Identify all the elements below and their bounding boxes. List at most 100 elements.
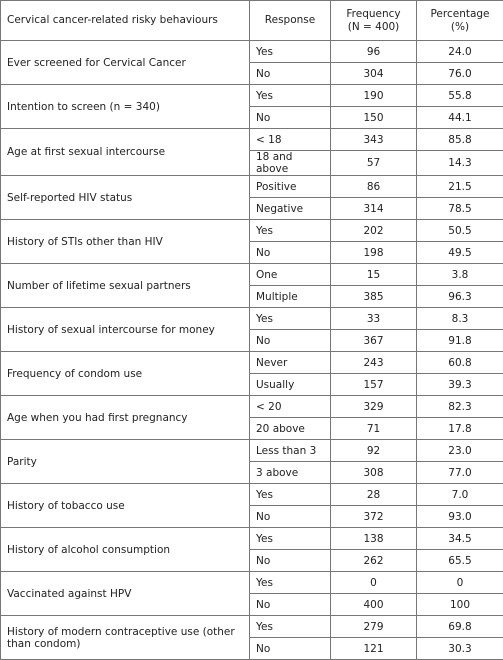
cell-text: Negative xyxy=(256,203,303,215)
frequency: 198 xyxy=(331,242,417,264)
frequency: 367 xyxy=(331,330,417,352)
percentage: 24.0 xyxy=(417,41,503,63)
cell-text: Multiple xyxy=(256,291,298,303)
cell-text: Yes xyxy=(256,489,273,501)
cell-text: 15 xyxy=(367,269,380,281)
frequency: 0 xyxy=(331,572,417,594)
cell-text: 304 xyxy=(363,68,383,80)
cell-text: Yes xyxy=(256,621,273,633)
frequency: 138 xyxy=(331,528,417,550)
cell-text: 150 xyxy=(363,112,383,124)
response: 3 above xyxy=(250,462,331,484)
frequency: 308 xyxy=(331,462,417,484)
table-row: History of modern contraceptive use (oth… xyxy=(1,616,503,638)
cell-text: Less than 3 xyxy=(256,445,316,457)
cell-text: No xyxy=(256,68,270,80)
response: No xyxy=(250,506,331,528)
cell-text: 50.5 xyxy=(448,225,471,237)
percentage: 77.0 xyxy=(417,462,503,484)
label-text: Frequency of condom use xyxy=(7,368,142,380)
cell-text: 69.8 xyxy=(448,621,471,633)
cell-text: 138 xyxy=(363,533,383,545)
group-label: History of alcohol consumption xyxy=(1,528,250,572)
response: 18 and above xyxy=(250,151,331,176)
percentage: 7.0 xyxy=(417,484,503,506)
cell-text: 91.8 xyxy=(448,335,471,347)
percentage: 17.8 xyxy=(417,418,503,440)
response: Usually xyxy=(250,374,331,396)
cell-text: 76.0 xyxy=(448,68,471,80)
group-label: Age at first sexual intercourse xyxy=(1,129,250,176)
response: < 18 xyxy=(250,129,331,151)
label-text: Ever screened for Cervical Cancer xyxy=(7,57,186,69)
response: Less than 3 xyxy=(250,440,331,462)
percentage: 23.0 xyxy=(417,440,503,462)
label-text: History of sexual intercourse for money xyxy=(7,324,215,336)
group-label: History of STIs other than HIV xyxy=(1,220,250,264)
frequency: 71 xyxy=(331,418,417,440)
response: Multiple xyxy=(250,286,331,308)
percentage: 14.3 xyxy=(417,151,503,176)
label-text: Parity xyxy=(7,456,37,468)
group-label: Ever screened for Cervical Cancer xyxy=(1,41,250,85)
response: One xyxy=(250,264,331,286)
cell-text: 243 xyxy=(363,357,383,369)
cell-text: 0 xyxy=(370,577,377,589)
cell-text: 7.0 xyxy=(452,489,469,501)
cell-text: 30.3 xyxy=(448,643,471,655)
response: Yes xyxy=(250,528,331,550)
group-label: History of sexual intercourse for money xyxy=(1,308,250,352)
frequency: 243 xyxy=(331,352,417,374)
frequency: 304 xyxy=(331,63,417,85)
frequency: 190 xyxy=(331,85,417,107)
frequency: 15 xyxy=(331,264,417,286)
cell-text: 0 xyxy=(457,577,464,589)
percentage: 39.3 xyxy=(417,374,503,396)
percentage: 76.0 xyxy=(417,63,503,85)
percentage: 85.8 xyxy=(417,129,503,151)
cell-text: 14.3 xyxy=(448,157,471,169)
group-label: Intention to screen (n = 340) xyxy=(1,85,250,129)
percentage: 69.8 xyxy=(417,616,503,638)
percentage: 82.3 xyxy=(417,396,503,418)
frequency: 96 xyxy=(331,41,417,63)
cell-text: 21.5 xyxy=(448,181,471,193)
cell-text: 55.8 xyxy=(448,90,471,102)
cell-text: Yes xyxy=(256,533,273,545)
cell-text: 65.5 xyxy=(448,555,471,567)
cell-text: No xyxy=(256,643,270,655)
cell-text: Yes xyxy=(256,577,273,589)
cell-text: 343 xyxy=(363,134,383,146)
percentage: 55.8 xyxy=(417,85,503,107)
group-label: Parity xyxy=(1,440,250,484)
cell-text: One xyxy=(256,269,277,281)
frequency: 343 xyxy=(331,129,417,151)
label-text: Self-reported HIV status xyxy=(7,192,132,204)
response: No xyxy=(250,638,331,660)
cell-text: 198 xyxy=(363,247,383,259)
response: 20 above xyxy=(250,418,331,440)
label-text: Vaccinated against HPV xyxy=(7,588,131,600)
cell-text: 96.3 xyxy=(448,291,471,303)
cell-text: 71 xyxy=(367,423,380,435)
response: No xyxy=(250,242,331,264)
frequency: 86 xyxy=(331,176,417,198)
percentage: 100 xyxy=(417,594,503,616)
response: < 20 xyxy=(250,396,331,418)
header-text: Percentage xyxy=(430,8,489,20)
group-label: Vaccinated against HPV xyxy=(1,572,250,616)
cell-text: 96 xyxy=(367,46,380,58)
cell-text: < 20 xyxy=(256,401,282,413)
cell-text: No xyxy=(256,511,270,523)
cell-text: No xyxy=(256,599,270,611)
header-cell: Cervical cancer-related risky behaviours xyxy=(1,1,250,41)
header-cell: Percentage(%) xyxy=(417,1,503,41)
cell-text: 92 xyxy=(367,445,380,457)
response: Negative xyxy=(250,198,331,220)
